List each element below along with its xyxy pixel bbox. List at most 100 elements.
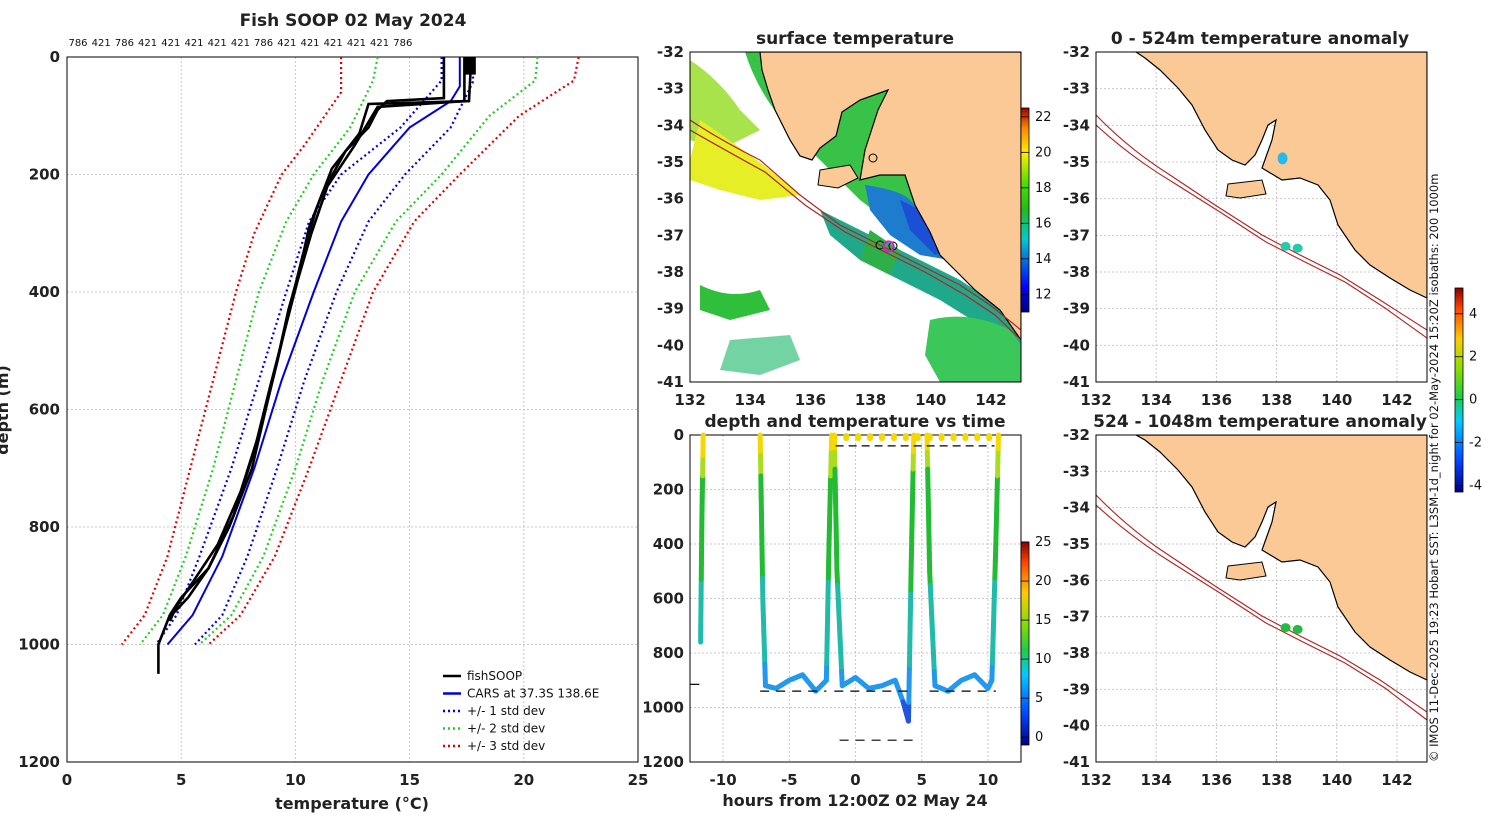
map-ytick-label: -39 <box>1063 300 1090 318</box>
colorbar-tick-label: 18 <box>1035 181 1052 196</box>
profile-ytick-label: 400 <box>29 283 60 301</box>
map-ytick-label: -36 <box>1063 190 1090 208</box>
side-note: © IMOS 11-Dec-2025 19:23 Hobart SST: L3S… <box>1427 174 1441 762</box>
map-ytick-label: -33 <box>657 80 684 98</box>
map-ytick-label: -37 <box>1063 226 1090 244</box>
map-ytick-label: -35 <box>1063 153 1090 171</box>
anomaly-point <box>1292 624 1303 634</box>
map-xtick-label: 140 <box>1321 391 1352 409</box>
anomaly-lower-panel: 524 - 1048m temperature anomaly 132 134 13… <box>1063 287 1482 789</box>
sst-map-title: surface temperature <box>756 29 954 49</box>
anomaly-upper-land <box>1096 52 1427 339</box>
colorbar-tick-label: 0 <box>1469 393 1477 408</box>
map-ytick-label: -37 <box>657 226 684 244</box>
profile-ytick-label: 1000 <box>18 636 60 654</box>
depth-time-colorbar-ticks: 25 20 15 10 5 0 <box>1021 535 1052 745</box>
surface-oscillation <box>926 433 933 442</box>
depth-time-series <box>690 432 1001 741</box>
map-xtick-label: 142 <box>1381 771 1412 789</box>
sst-colorbar-ticks: 22 20 18 16 14 12 <box>1021 110 1052 302</box>
profile-axes-box <box>66 56 639 763</box>
anomaly-upper-title: 0 - 524m temperature anomaly <box>1111 29 1409 49</box>
sst-location-marker <box>882 240 895 253</box>
anomaly-lower-land <box>1096 435 1427 721</box>
cast-id-label: 786 <box>68 38 87 49</box>
depth-time-ticks: -10 -5 0 5 10 0 200 400 600 800 1000 1200 <box>642 426 998 789</box>
map-xtick-label: 140 <box>1321 771 1352 789</box>
cast-id-label: 421 <box>300 38 319 49</box>
profile-ylabel: depth (m) <box>0 365 12 455</box>
map-xtick-label: 142 <box>975 391 1006 409</box>
profile-series-line <box>168 56 473 622</box>
fishsoop-surface-mark <box>464 57 476 75</box>
map-ytick-label: -35 <box>657 153 684 171</box>
surface-oscillation <box>974 433 981 442</box>
anomaly-upper-box <box>1095 51 1428 383</box>
cast-id-label: 421 <box>370 38 389 49</box>
legend-label: +/- 1 std dev <box>467 704 545 718</box>
map-ytick-label: -38 <box>1063 644 1090 662</box>
colorbar-tick-label: 22 <box>1035 110 1052 125</box>
map-ytick-label: -32 <box>1063 43 1090 61</box>
cast-id-label: 786 <box>115 38 134 49</box>
cast-id-label: 421 <box>277 38 296 49</box>
profile-series-line <box>139 56 379 646</box>
colorbar-tick-label: -4 <box>1469 479 1482 494</box>
depth-time-ytick-label: 0 <box>674 426 684 444</box>
sst-map-ticks: 132 134 136 138 140 142 -32 -33 -34 -35 -36 -37 -38 -… <box>657 43 1007 409</box>
depth-time-xtick-label: -5 <box>781 771 798 789</box>
profile-ytick-label: 800 <box>29 518 60 536</box>
colorbar-tick-label: 5 <box>1035 691 1043 706</box>
profile-ytick-label: 200 <box>29 166 60 184</box>
map-ytick-label: -41 <box>657 373 684 391</box>
cast-id-label: 421 <box>92 38 111 49</box>
colorbar-tick-label: 14 <box>1035 252 1052 267</box>
colorbar-tick-label: -2 <box>1469 436 1482 451</box>
map-ytick-label: -41 <box>1063 753 1090 771</box>
map-ytick-label: -40 <box>1063 336 1090 354</box>
profile-xtick-label: 0 <box>62 771 72 789</box>
profile-ytick-label: 600 <box>29 401 60 419</box>
map-ytick-label: -33 <box>1063 462 1090 480</box>
surface-oscillation <box>962 433 969 442</box>
colorbar-tick-label: 4 <box>1469 307 1477 322</box>
map-xtick-label: 132 <box>674 391 705 409</box>
anomaly-point <box>1280 623 1291 633</box>
sst-map-panel: surface temperature 132 13 <box>657 29 1052 409</box>
map-ytick-label: -36 <box>657 190 684 208</box>
colorbar-tick-label: 0 <box>1035 730 1043 745</box>
colorbar-tick-label: 20 <box>1035 574 1052 589</box>
anomaly-colorbar-ticks: 4 2 0 -2 -4 <box>1455 307 1482 494</box>
sst-land-mass <box>759 52 1021 342</box>
sst-island <box>817 164 859 189</box>
cast-id-label: 421 <box>324 38 343 49</box>
anomaly-upper-points <box>1277 152 1303 253</box>
map-ytick-label: -34 <box>1063 116 1090 134</box>
map-ytick-label: -32 <box>1063 426 1090 444</box>
anomaly-lower-title: 524 - 1048m temperature anomaly <box>1093 412 1427 432</box>
map-xtick-label: 134 <box>1141 771 1172 789</box>
map-xtick-label: 136 <box>795 391 826 409</box>
map-xtick-label: 132 <box>1080 391 1111 409</box>
colorbar-tick-label: 2 <box>1469 350 1477 365</box>
depth-time-ytick-label: 1000 <box>642 699 684 717</box>
depth-time-ytick-label: 600 <box>653 590 684 608</box>
map-ytick-label: -35 <box>1063 535 1090 553</box>
profile-xtick-label: 25 <box>628 771 649 789</box>
profile-series-line <box>120 57 343 646</box>
map-xtick-label: 136 <box>1201 771 1232 789</box>
depth-time-xtick-label: 10 <box>977 771 998 789</box>
profile-xtick-label: 15 <box>399 771 420 789</box>
map-xtick-label: 138 <box>1261 771 1292 789</box>
colorbar-tick-label: 25 <box>1035 535 1052 550</box>
map-ytick-label: -34 <box>657 116 684 134</box>
profile-grid <box>66 56 639 763</box>
anomaly-lower-ticks: 132 134 136 138 140 142 -32 -33 -34 -35 -36 -37 -38 -… <box>1063 426 1413 789</box>
surface-oscillation <box>902 433 909 442</box>
legend-label: +/- 3 std dev <box>467 739 545 753</box>
profile-series <box>120 56 580 674</box>
map-ytick-label: -34 <box>1063 499 1090 517</box>
map-ytick-label: -40 <box>657 336 684 354</box>
surface-oscillation <box>986 433 993 442</box>
